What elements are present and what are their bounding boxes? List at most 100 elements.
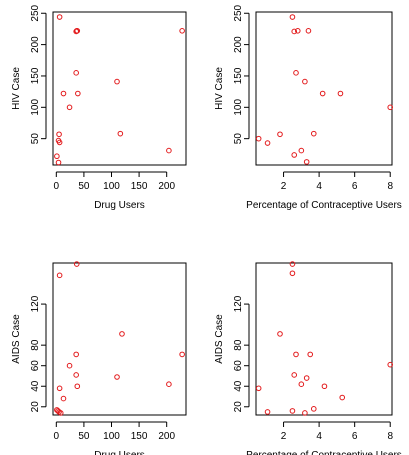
data-point — [73, 351, 79, 358]
data-point — [179, 28, 185, 34]
data-point — [305, 28, 312, 34]
data-point — [289, 14, 296, 20]
data-point — [74, 383, 81, 390]
data-point — [114, 78, 120, 85]
y-axis-label: AIDS Case — [11, 314, 22, 364]
plot-frame — [52, 11, 187, 166]
data-point — [66, 104, 73, 111]
data-point — [303, 375, 310, 381]
data-point — [57, 410, 64, 416]
y-tick-label: 60 — [233, 360, 244, 372]
x-tick-label: 4 — [316, 181, 322, 192]
data-point — [337, 90, 344, 97]
x-tick-label: 4 — [316, 431, 322, 442]
data-point — [255, 135, 262, 142]
y-tick-label: 150 — [30, 67, 41, 84]
data-point — [73, 261, 80, 267]
x-axis-label: Drug Users — [94, 450, 145, 455]
x-tick-label: 8 — [387, 181, 393, 192]
data-point — [291, 28, 298, 35]
data-point — [387, 361, 394, 368]
y-tick-label: 120 — [233, 295, 244, 312]
y-tick-label: 50 — [30, 133, 41, 145]
plot-frame — [255, 262, 393, 416]
data-point — [298, 147, 305, 154]
data-point — [60, 395, 67, 402]
data-point — [307, 351, 314, 358]
data-point — [294, 28, 301, 34]
data-point — [56, 139, 63, 146]
y-tick-label: 80 — [30, 339, 41, 351]
data-point — [291, 152, 298, 158]
x-tick-label: 8 — [387, 431, 393, 442]
data-point — [339, 394, 346, 401]
y-tick-label: 200 — [233, 36, 244, 53]
data-point — [166, 381, 172, 387]
x-tick-label: 50 — [78, 431, 90, 442]
data-point — [60, 90, 67, 97]
data-point — [291, 372, 298, 378]
data-point — [54, 153, 60, 160]
y-tick-label: 250 — [233, 4, 244, 21]
data-point — [73, 70, 79, 76]
y-tick-label: 200 — [30, 36, 41, 53]
x-axis-label: Percentage of Contraceptive Users — [246, 200, 402, 211]
data-point — [119, 331, 125, 337]
data-point — [66, 362, 73, 369]
panel-1: 0 50 100 150 200 Drug Users 50 100 150 200 250 HIV … — [11, 4, 187, 211]
data-point — [73, 28, 79, 35]
data-point — [293, 70, 299, 76]
data-point — [277, 331, 283, 337]
x-tick-label: 50 — [78, 181, 90, 192]
data-point — [56, 131, 62, 138]
x-tick-label: 2 — [281, 181, 287, 192]
data-point — [302, 78, 308, 85]
x-tick-label: 150 — [131, 431, 148, 442]
y-tick-label: 100 — [233, 99, 244, 116]
y-tick-label: 20 — [30, 401, 41, 413]
data-point — [114, 374, 120, 380]
data-point — [302, 410, 308, 416]
data-point — [166, 147, 172, 154]
data-point — [319, 90, 326, 97]
x-tick-label: 200 — [158, 181, 175, 192]
y-tick-label: 20 — [233, 401, 244, 413]
data-point — [289, 261, 296, 267]
panel-4: 2 4 6 8 Percentage of Contraceptive Users 20 4… — [214, 261, 402, 455]
data-point — [56, 385, 63, 392]
x-tick-label: 100 — [103, 181, 120, 192]
data-point — [289, 408, 296, 414]
data-point — [255, 385, 262, 392]
data-point — [310, 406, 317, 412]
data-point — [179, 351, 185, 358]
panel-2: 2 4 6 8 Percentage of Contraceptive Users 50 1… — [214, 4, 402, 211]
data-point — [117, 130, 124, 137]
data-point — [298, 381, 305, 387]
x-tick-label: 6 — [352, 181, 358, 192]
data-point — [264, 409, 271, 415]
plot-frame — [52, 262, 187, 416]
y-tick-label: 80 — [233, 339, 244, 351]
x-tick-label: 6 — [352, 431, 358, 442]
y-tick-label: 40 — [233, 380, 244, 392]
data-point — [303, 159, 310, 165]
data-point — [264, 140, 271, 146]
y-tick-label: 120 — [30, 295, 41, 312]
data-point — [387, 104, 394, 111]
y-tick-label: 60 — [30, 360, 41, 372]
data-point — [56, 14, 63, 20]
data-point — [73, 372, 79, 378]
y-tick-label: 250 — [30, 4, 41, 21]
data-point — [310, 130, 317, 137]
x-tick-label: 0 — [54, 431, 60, 442]
y-tick-label: 150 — [233, 67, 244, 84]
data-point — [289, 270, 296, 277]
x-axis-label: Percentage of Contraceptive Users — [246, 450, 402, 455]
y-axis-label: HIV Case — [11, 67, 22, 110]
y-axis-label: HIV Case — [214, 67, 225, 110]
data-point — [293, 351, 299, 358]
x-tick-label: 100 — [103, 431, 120, 442]
y-tick-label: 40 — [30, 380, 41, 392]
x-axis-label: Drug Users — [94, 200, 145, 211]
